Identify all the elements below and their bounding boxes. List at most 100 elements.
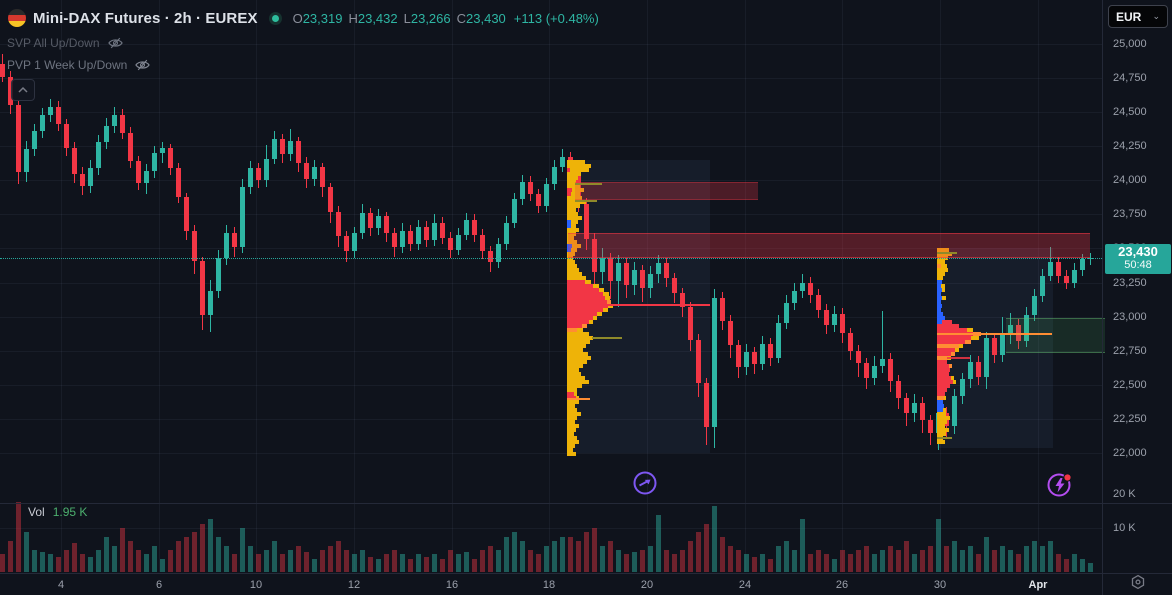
horizontal-gridline: [0, 214, 1102, 215]
volume-profile-bar: [571, 248, 577, 252]
volume-profile-bar: [567, 400, 579, 404]
close-value: 23,430: [466, 10, 506, 26]
volume-bar: [800, 519, 805, 572]
horizontal-gridline: [0, 78, 1102, 79]
time-axis[interactable]: 4 6 10 12 16 18 20 24 26 30 Apr: [0, 573, 1102, 595]
price-tick-label: 22,500: [1113, 379, 1147, 391]
chart-surface[interactable]: [0, 0, 1105, 573]
candle-body: [472, 219, 477, 235]
volume-bar: [840, 550, 845, 572]
volume-profile-bar: [937, 340, 965, 344]
candle-body: [640, 270, 645, 289]
indicator-row-svp[interactable]: SVP All Up/Down: [7, 36, 123, 50]
time-tick-label: Apr: [1028, 579, 1048, 591]
volume-profile-bar: [567, 388, 577, 392]
arrow-drawing-icon[interactable]: [632, 470, 658, 501]
volume-profile-bar: [943, 408, 946, 412]
volume-profile-bar: [567, 320, 589, 324]
volume-profile-bar: [937, 352, 951, 356]
candle-body: [152, 153, 157, 171]
volume-bar: [712, 506, 717, 572]
candle-body: [624, 263, 629, 286]
candle-body: [904, 398, 909, 414]
volume-bar: [696, 532, 701, 572]
candle-body: [888, 358, 893, 381]
volume-profile-bar: [567, 444, 575, 448]
candle-body: [1064, 275, 1069, 283]
axis-settings-corner[interactable]: [1102, 573, 1172, 595]
volume-bar: [944, 545, 949, 572]
price-axis[interactable]: EUR ⌄ 23,430 50:48 25,000 24,750 24,500 24,…: [1102, 0, 1172, 573]
volume-profile-bar: [937, 424, 945, 428]
volume-bar: [1032, 541, 1037, 572]
candle-body: [504, 222, 509, 245]
pane-separator[interactable]: [0, 503, 1172, 504]
time-tick-label: 6: [155, 579, 163, 591]
candle-body: [64, 124, 69, 148]
eye-off-icon[interactable]: [107, 37, 123, 49]
volume-profile-bar: [937, 348, 955, 352]
currency-button[interactable]: EUR ⌄: [1108, 5, 1168, 28]
candle-body: [360, 213, 365, 234]
volume-profile-bar: [567, 368, 579, 372]
volume-bar: [432, 554, 437, 572]
volume-profile-bar: [607, 300, 611, 304]
candle-body: [0, 64, 5, 77]
volume-bar: [296, 545, 301, 572]
indicator-row-pvp[interactable]: PVP 1 Week Up/Down: [7, 58, 151, 72]
volume-profile-bar: [567, 352, 588, 356]
volume-profile-bar: [567, 168, 570, 172]
volume-profile-bar: [567, 200, 586, 204]
symbol-title[interactable]: Mini-DAX Futures · 2h · EUREX: [33, 9, 258, 27]
volume-profile-bar: [585, 280, 591, 284]
supply-zone-upper[interactable]: [575, 182, 758, 200]
volume-profile-bar: [567, 432, 574, 436]
volume-bar: [744, 554, 749, 572]
candle-body: [304, 162, 309, 179]
gear-icon[interactable]: [1130, 574, 1146, 595]
candle-body: [384, 215, 389, 234]
time-tick-label: 4: [57, 579, 65, 591]
supply-zone-wide[interactable]: [568, 233, 1090, 258]
volume-profile-bar: [567, 424, 579, 428]
volume-profile-bar: [937, 368, 950, 372]
lightning-alert-icon[interactable]: [1046, 471, 1074, 504]
candle-body: [312, 166, 317, 179]
volume-profile-bar: [567, 236, 574, 240]
volume-profile-bar: [567, 404, 575, 408]
candle-body: [144, 170, 149, 184]
volume-profile-bar: [567, 324, 582, 328]
candle-body: [1072, 270, 1077, 283]
volume-profile-bar: [571, 220, 578, 224]
candle-body: [720, 297, 725, 321]
volume-profile-bar: [567, 196, 582, 200]
open-label: O: [292, 10, 303, 26]
volume-profile-bar: [967, 328, 973, 332]
candle-body: [832, 313, 837, 325]
horizontal-gridline: [0, 112, 1102, 113]
vertical-gridline: [256, 0, 257, 572]
poc-line[interactable]: [937, 333, 1052, 335]
poc-line[interactable]: [568, 304, 710, 306]
volume-profile-bar: [567, 360, 587, 364]
volume-profile-bar: [567, 436, 577, 440]
volume-bar: [64, 550, 69, 572]
volume-profile-bar: [570, 168, 589, 172]
volume-profile-bar: [567, 300, 607, 304]
candle-body: [400, 230, 405, 248]
candle-body: [544, 184, 549, 207]
market-status-icon[interactable]: [268, 11, 282, 25]
volume-bar: [448, 550, 453, 572]
collapse-legend-button[interactable]: [11, 79, 35, 101]
vertical-gridline: [354, 0, 355, 572]
volume-profile-bar: [937, 268, 948, 272]
volume-bar: [200, 523, 205, 572]
time-tick-label: 16: [445, 579, 459, 591]
candle-body: [16, 105, 21, 173]
demand-zone-green[interactable]: [1006, 318, 1105, 353]
volume-bar: [672, 554, 677, 572]
eye-off-icon[interactable]: [135, 59, 151, 71]
volume-bar: [344, 550, 349, 572]
candle-body: [528, 181, 533, 194]
volume-bar: [72, 543, 77, 572]
